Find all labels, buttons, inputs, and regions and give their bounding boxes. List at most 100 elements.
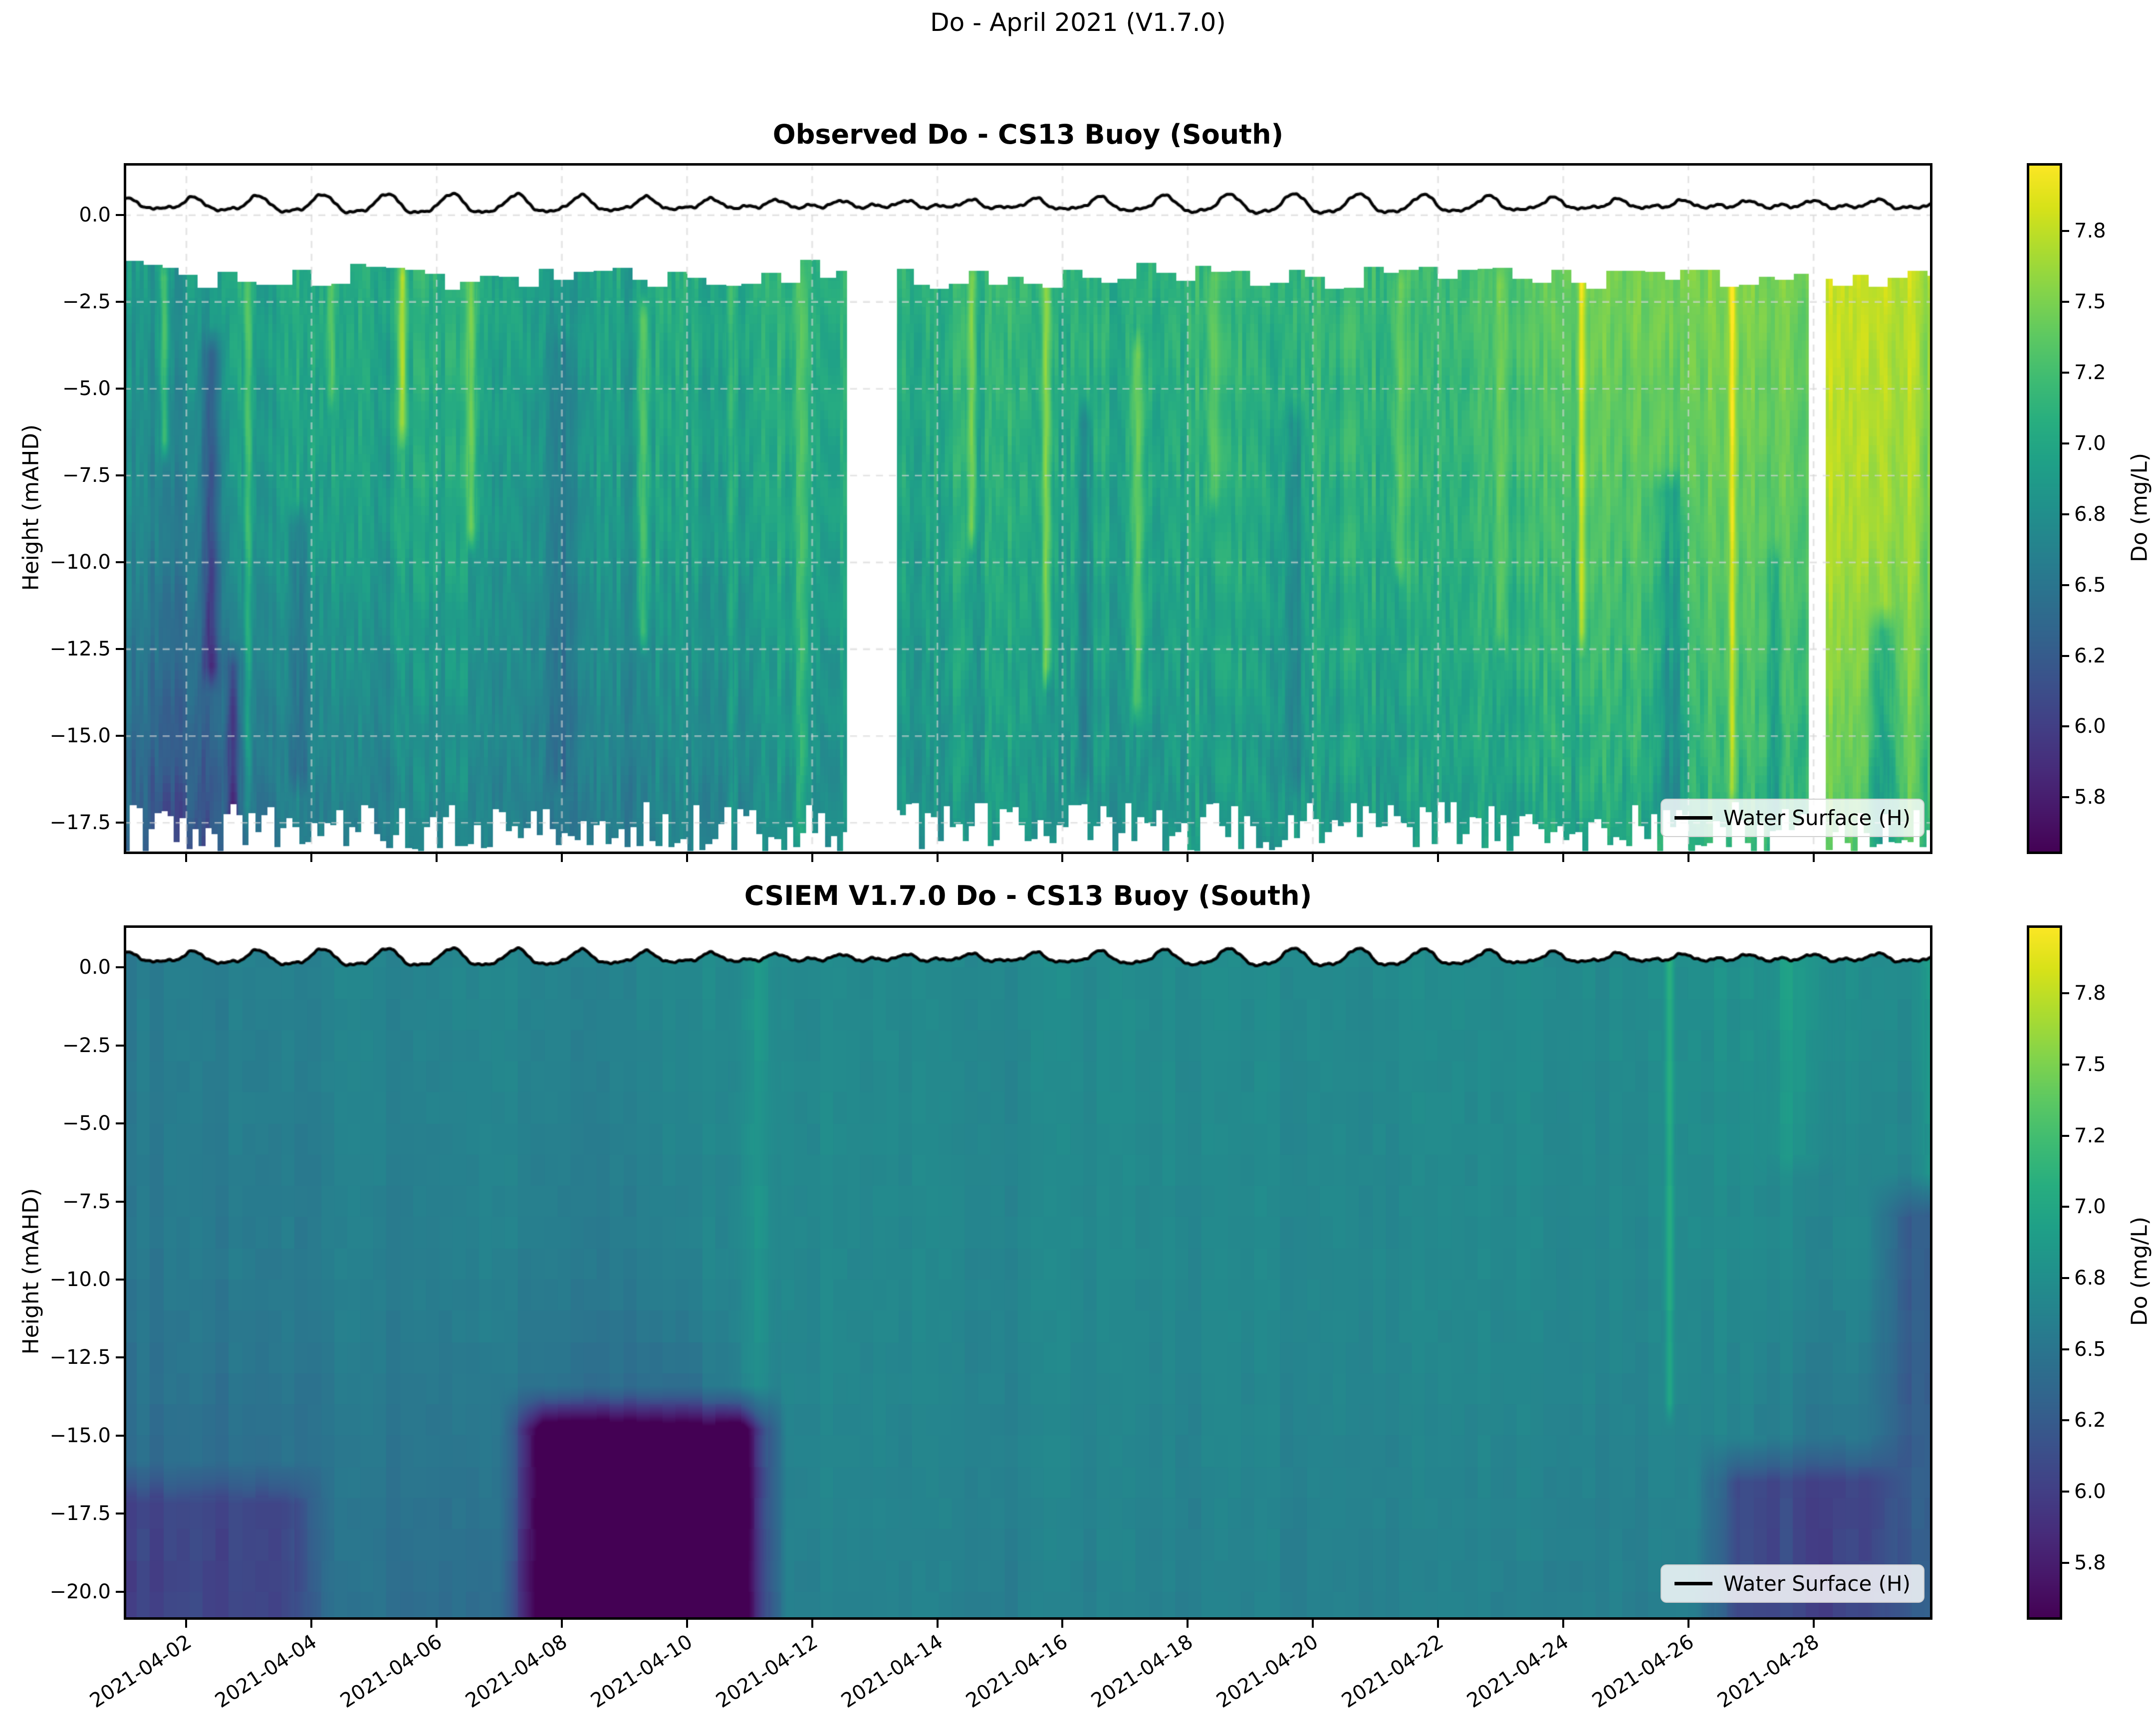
x-tick-mark (185, 854, 188, 862)
y-tick-label: 0.0 (79, 204, 111, 227)
model-colorbar (2027, 925, 2062, 1620)
x-tick-label: 2021-04-02 (86, 1630, 196, 1713)
water-surface-line-sample (1674, 1582, 1712, 1585)
colorbar-tick-mark (2062, 654, 2069, 657)
y-tick-label: −2.5 (62, 1034, 111, 1057)
colorbar-tick-mark (2062, 513, 2069, 515)
colorbar-tick-mark (2062, 1348, 2069, 1350)
colorbar-tick-label: 7.8 (2074, 982, 2106, 1005)
colorbar-tick-label: 7.5 (2074, 1053, 2106, 1077)
colorbar-tick-mark (2062, 1491, 2069, 1493)
x-tick-mark (811, 854, 813, 862)
y-tick-mark (116, 561, 124, 564)
colorbar-tick-mark (2062, 1064, 2069, 1066)
colorbar-tick-mark (2062, 584, 2069, 586)
y-tick-mark (116, 214, 124, 216)
y-tick-mark (116, 1200, 124, 1203)
model-heatmap-canvas (124, 925, 1932, 1620)
x-tick-mark (1187, 854, 1189, 862)
colorbar-tick-label: 7.5 (2074, 290, 2106, 313)
colorbar-tick-label: 6.2 (2074, 644, 2106, 667)
x-tick-mark (561, 1620, 563, 1628)
x-tick-mark (1187, 1620, 1189, 1628)
y-tick-mark (116, 1279, 124, 1281)
y-tick-mark (116, 735, 124, 737)
observed-heatmap-canvas (124, 163, 1932, 854)
colorbar-tick-mark (2062, 1206, 2069, 1208)
colorbar-tick-label: 6.2 (2074, 1409, 2106, 1432)
colorbar-tick-mark (2062, 371, 2069, 374)
y-tick-label: −10.0 (49, 1268, 111, 1292)
x-tick-mark (686, 854, 688, 862)
colorbar-tick-mark (2062, 1134, 2069, 1137)
colorbar-tick-label: 5.8 (2074, 786, 2106, 809)
colorbar-tick-label: 6.0 (2074, 1480, 2106, 1504)
colorbar-tick-label: 6.0 (2074, 715, 2106, 738)
observed-legend-box: Water Surface (H) (1660, 799, 1924, 837)
x-tick-mark (310, 1620, 313, 1628)
model-panel-title: CSIEM V1.7.0 Do - CS13 Buoy (South) (744, 880, 1312, 911)
y-tick-mark (116, 1513, 124, 1515)
colorbar-tick-label: 6.5 (2074, 1337, 2106, 1361)
water-surface-line-sample (1674, 816, 1712, 820)
y-tick-label: −17.5 (49, 811, 111, 835)
colorbar-tick-mark (2062, 725, 2069, 728)
y-tick-mark (116, 1434, 124, 1437)
y-tick-label: −5.0 (62, 1112, 111, 1135)
model-legend-label: Water Surface (H) (1723, 1571, 1911, 1596)
y-tick-mark (116, 1044, 124, 1047)
colorbar-tick-mark (2062, 1277, 2069, 1280)
observed-colorbar (2027, 163, 2062, 854)
y-tick-label: −10.0 (49, 551, 111, 574)
x-tick-mark (561, 854, 563, 862)
colorbar-tick-label: 6.5 (2074, 573, 2106, 597)
y-tick-mark (116, 474, 124, 477)
x-tick-mark (811, 1620, 813, 1628)
x-tick-mark (1437, 1620, 1439, 1628)
colorbar-tick-mark (2062, 300, 2069, 303)
y-tick-label: −12.5 (49, 1346, 111, 1369)
x-tick-mark (1061, 854, 1064, 862)
colorbar-tick-mark (2062, 796, 2069, 799)
colorbar-tick-mark (2062, 1419, 2069, 1422)
model-axes: Water Surface (H) (124, 925, 1932, 1620)
x-tick-mark (936, 1620, 939, 1628)
y-tick-label: −20.0 (49, 1580, 111, 1603)
x-tick-mark (1061, 1620, 1064, 1628)
y-tick-mark (116, 1590, 124, 1593)
x-tick-mark (1437, 854, 1439, 862)
y-tick-mark (116, 822, 124, 824)
x-tick-mark (1687, 1620, 1689, 1628)
x-tick-mark (1687, 854, 1689, 862)
x-tick-mark (185, 1620, 188, 1628)
y-tick-label: −17.5 (49, 1502, 111, 1525)
colorbar-tick-label: 5.8 (2074, 1551, 2106, 1574)
y-tick-label: 0.0 (79, 956, 111, 979)
y-tick-mark (116, 1356, 124, 1359)
y-tick-mark (116, 388, 124, 390)
y-tick-mark (116, 966, 124, 969)
y-tick-mark (116, 1122, 124, 1125)
y-tick-label: −15.0 (49, 1424, 111, 1447)
model-legend-box: Water Surface (H) (1660, 1564, 1924, 1603)
x-tick-mark (436, 854, 438, 862)
x-tick-mark (1812, 854, 1815, 862)
figure-title: Do - April 2021 (V1.7.0) (930, 8, 1226, 37)
observed-legend-label: Water Surface (H) (1723, 806, 1911, 830)
colorbar-tick-label: 7.2 (2074, 1124, 2106, 1147)
x-tick-mark (310, 854, 313, 862)
x-tick-mark (686, 1620, 688, 1628)
observed-axes: Water Surface (H) (124, 163, 1932, 854)
colorbar-tick-mark (2062, 992, 2069, 995)
x-tick-mark (1562, 854, 1564, 862)
colorbar-tick-mark (2062, 442, 2069, 444)
colorbar-tick-label: 7.0 (2074, 432, 2106, 455)
observed-colorbar-canvas (2027, 163, 2062, 854)
y-tick-mark (116, 301, 124, 303)
y-tick-label: −12.5 (49, 638, 111, 661)
x-tick-mark (936, 854, 939, 862)
colorbar-tick-label: 7.0 (2074, 1195, 2106, 1219)
y-tick-label: −5.0 (62, 377, 111, 401)
y-tick-label: −2.5 (62, 290, 111, 314)
